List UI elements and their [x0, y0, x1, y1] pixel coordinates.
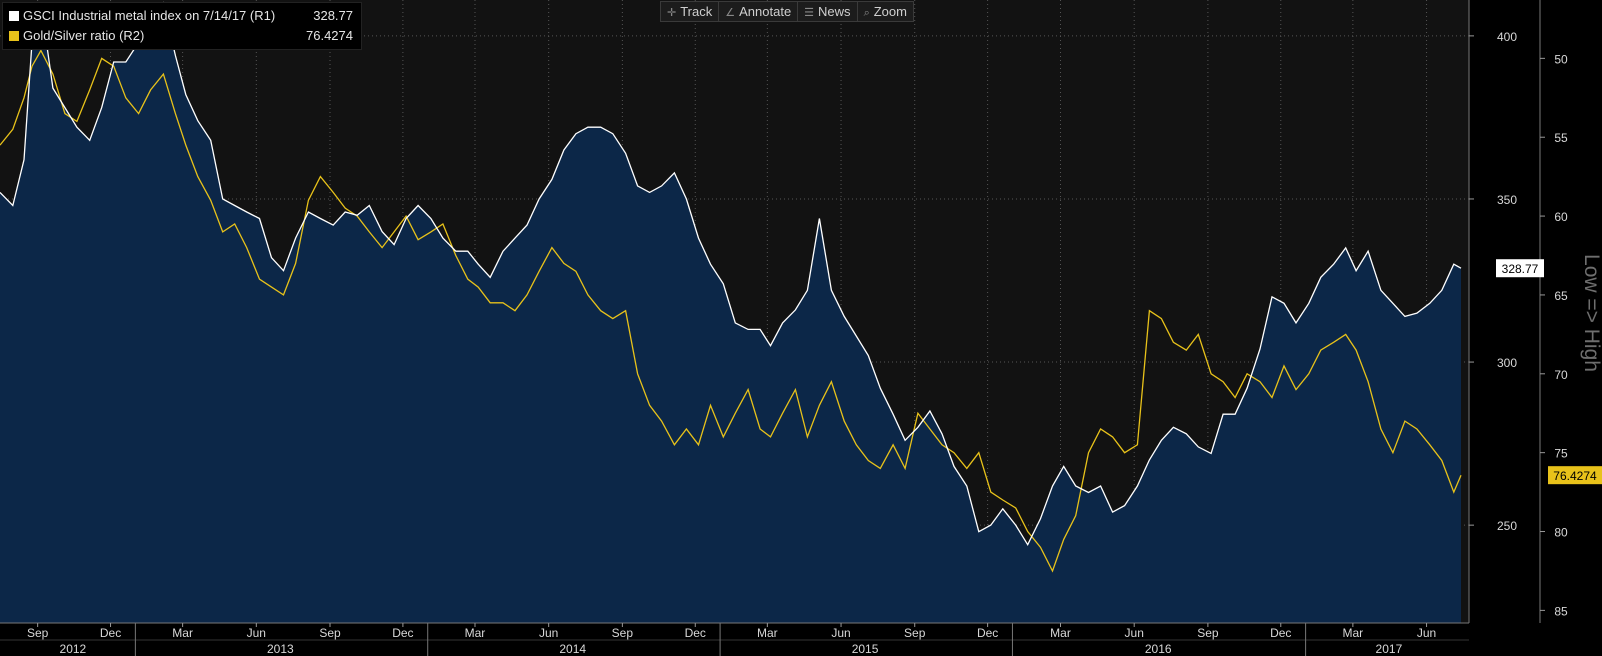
r2-tick-label: 50	[1554, 52, 1568, 66]
r2-axis-title: Low => High	[1580, 254, 1602, 372]
month-label: Jun	[831, 626, 850, 640]
month-label: Dec	[685, 626, 706, 640]
month-label: Dec	[1270, 626, 1291, 640]
r1-last-value-tag	[1496, 259, 1544, 278]
crosshair-icon: ✛	[667, 7, 677, 19]
time-axis: Sep Dec Mar Jun Sep Dec Mar Jun Sep Dec Mar Jun Sep D…	[0, 622, 1469, 656]
r2-tick-label: 80	[1554, 526, 1568, 540]
news-button[interactable]: ☰ News	[798, 2, 858, 21]
pencil-icon: ∠	[725, 7, 736, 19]
r1-tick-label: 300	[1497, 356, 1517, 370]
month-label: Jun	[1125, 626, 1144, 640]
legend-swatch-gold-silver	[9, 31, 19, 41]
r1-last-value: 328.77	[1502, 262, 1539, 276]
gsci-area	[0, 3, 1461, 624]
month-label: Mar	[465, 626, 486, 640]
legend-item-gsci: GSCI Industrial metal index on 7/14/17 (…	[9, 6, 353, 26]
magnifier-icon: ⌕	[863, 7, 870, 19]
month-label: Sep	[612, 626, 634, 640]
track-label: Track	[680, 4, 713, 19]
legend-swatch-gsci	[9, 11, 19, 21]
month-label: Jun	[247, 626, 266, 640]
year-label: 2014	[559, 642, 586, 656]
year-label: 2015	[852, 642, 879, 656]
legend-label-gold-silver: Gold/Silver ratio (R2)	[23, 28, 145, 43]
r1-tick-label: 250	[1497, 519, 1517, 533]
r2-tick-label: 75	[1554, 447, 1568, 461]
series-layer	[0, 1, 1462, 624]
month-label: Mar	[1343, 626, 1364, 640]
annotate-button[interactable]: ∠ Annotate	[719, 2, 799, 21]
legend-value-gold-silver: 76.4274	[306, 28, 353, 43]
month-label: Dec	[392, 626, 413, 640]
chart-toolbar: ✛ Track ∠ Annotate ☰ News ⌕ Zoom	[660, 1, 914, 22]
month-label: Sep	[27, 626, 49, 640]
zoom-button[interactable]: ⌕ Zoom	[858, 2, 913, 21]
month-label: Mar	[172, 626, 193, 640]
month-label: Sep	[319, 626, 341, 640]
month-label: Dec	[100, 626, 121, 640]
legend-label-gsci: GSCI Industrial metal index on 7/14/17 (…	[23, 8, 276, 23]
r1-tick-label: 350	[1497, 193, 1517, 207]
right-axes: 400 350 300 250 50 55 60 65 70 75 80 85 328.77 76.427…	[1468, 0, 1602, 623]
legend: GSCI Industrial metal index on 7/14/17 (…	[2, 2, 362, 50]
r1-tick-label: 400	[1497, 30, 1517, 44]
r2-last-value-tag	[1548, 466, 1602, 485]
month-label: Sep	[904, 626, 926, 640]
year-label: 2012	[60, 642, 87, 656]
r2-tick-label: 65	[1554, 289, 1568, 303]
annotate-label: Annotate	[739, 4, 792, 19]
gsci-line	[0, 1, 1462, 547]
year-label: 2017	[1376, 642, 1403, 656]
month-label: Dec	[977, 626, 998, 640]
month-label: Jun	[1417, 626, 1436, 640]
news-label: News	[818, 4, 851, 19]
legend-value-gsci: 328.77	[313, 8, 353, 23]
year-label: 2016	[1145, 642, 1172, 656]
month-label: Mar	[757, 626, 778, 640]
r2-tick-label: 70	[1554, 368, 1568, 382]
legend-item-gold-silver: Gold/Silver ratio (R2) 76.4274	[9, 26, 353, 46]
r2-last-value: 76.4274	[1553, 469, 1597, 483]
month-label: Jun	[539, 626, 558, 640]
zoom-label: Zoom	[873, 4, 907, 19]
gold-silver-line	[0, 49, 1462, 573]
r2-tick-label: 60	[1554, 210, 1568, 224]
year-label: 2013	[267, 642, 294, 656]
news-icon: ☰	[804, 7, 815, 19]
month-label: Mar	[1050, 626, 1071, 640]
track-button[interactable]: ✛ Track	[661, 2, 720, 21]
month-label: Sep	[1197, 626, 1219, 640]
r2-tick-label: 85	[1554, 604, 1568, 618]
r2-tick-label: 55	[1554, 131, 1568, 145]
